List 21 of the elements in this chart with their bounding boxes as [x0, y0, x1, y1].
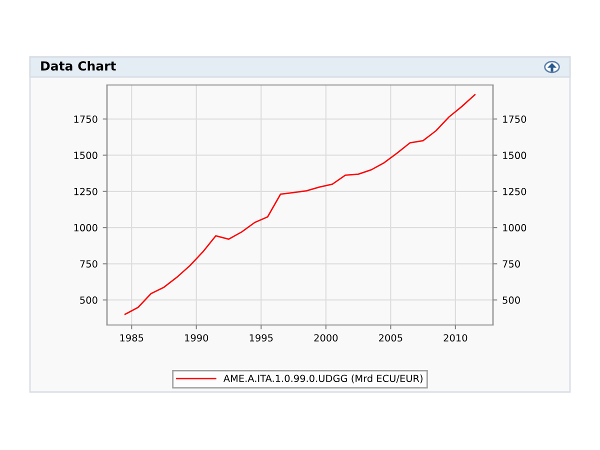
line-series	[124, 94, 476, 315]
y-tick-label: 750	[80, 260, 98, 268]
x-tick-label: 2010	[444, 334, 468, 342]
legend-label: AME.A.ITA.1.0.99.0.UDGG (Mrd ECU/EUR)	[223, 374, 422, 384]
x-tick-label: 1995	[250, 334, 273, 342]
x-tick-label: 1985	[120, 334, 144, 342]
y-tick-label: 1000	[74, 224, 98, 232]
x-tick-label: 2005	[379, 334, 402, 342]
x-tick-label: 2000	[314, 334, 338, 342]
y-tick-label: 500	[80, 296, 98, 304]
y2-tick-label: 1500	[503, 152, 526, 160]
y2-tick-label: 1750	[503, 115, 526, 123]
y-tick-label: 1750	[74, 115, 98, 123]
y2-tick-label: 1250	[503, 188, 526, 196]
x-tick-label: 1990	[185, 334, 208, 342]
chart-title: Data Chart	[41, 60, 116, 71]
y2-tick-label: 750	[502, 260, 520, 268]
y2-tick-label: 500	[502, 296, 520, 304]
y2-tick-label: 1000	[503, 224, 526, 232]
y-tick-label: 1250	[74, 188, 98, 196]
y-tick-label: 1500	[74, 152, 98, 160]
